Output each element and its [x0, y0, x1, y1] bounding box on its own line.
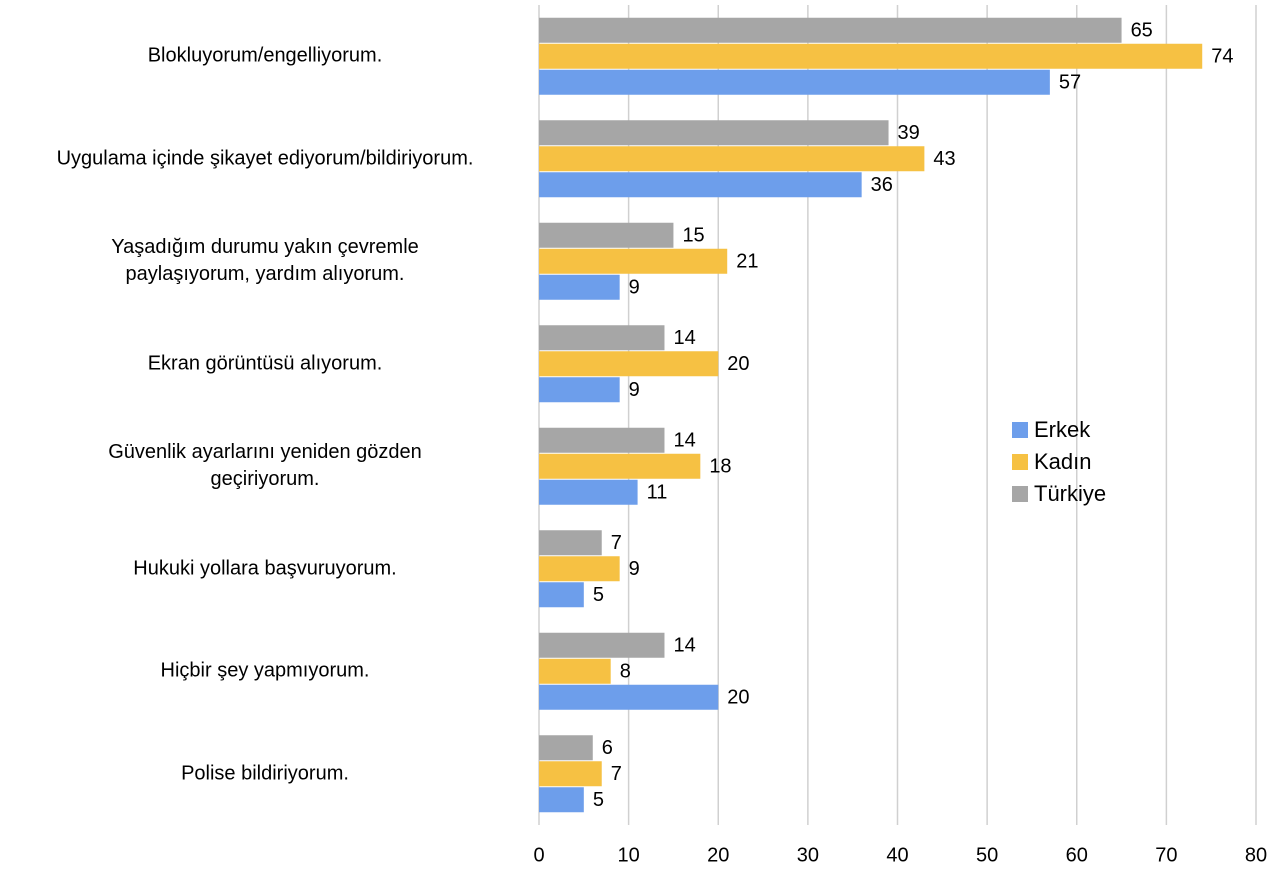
x-tick-label: 80: [1245, 844, 1267, 866]
x-tick-label: 0: [533, 844, 544, 866]
bar: [539, 248, 728, 274]
data-label: 7: [611, 763, 622, 785]
bar: [539, 325, 665, 351]
data-label: 20: [727, 353, 749, 375]
category-label: Hiçbir şey yapmıyorum.: [160, 659, 370, 682]
data-label: 15: [682, 225, 704, 247]
data-label: 5: [593, 789, 604, 811]
data-label: 14: [673, 327, 695, 349]
bar: [539, 684, 719, 710]
data-label: 14: [673, 635, 695, 657]
category-label: Hukuki yollara başvuruyorum.: [133, 557, 397, 580]
data-label: 20: [727, 687, 749, 709]
bar: [539, 427, 665, 453]
data-label: 36: [871, 174, 893, 196]
x-tick-label: 30: [797, 844, 819, 866]
bar: [539, 69, 1050, 95]
x-tick-label: 40: [886, 844, 908, 866]
bar: [539, 222, 674, 248]
bar: [539, 658, 611, 684]
data-label: 74: [1211, 46, 1233, 68]
legend-label: Türkiye: [1034, 481, 1106, 506]
x-tick-label: 60: [1066, 844, 1088, 866]
bar: [539, 17, 1122, 43]
data-label: 43: [933, 148, 955, 170]
legend-label: Erkek: [1034, 417, 1091, 442]
data-label: 18: [709, 456, 731, 478]
x-tick-label: 50: [976, 844, 998, 866]
bar: [539, 556, 620, 582]
category-label: Güvenlik ayarlarını yeniden gözden geçir…: [108, 441, 422, 491]
bar: [539, 146, 925, 172]
bar: [539, 479, 638, 505]
x-tick-label: 20: [707, 844, 729, 866]
data-label: 6: [602, 737, 613, 759]
bar: [539, 632, 665, 658]
legend-swatch: [1012, 486, 1028, 502]
data-label: 39: [898, 122, 920, 144]
data-label: 14: [673, 430, 695, 452]
bar: [539, 377, 620, 403]
bar: [539, 351, 719, 377]
x-tick-label: 10: [618, 844, 640, 866]
data-label: 9: [629, 558, 640, 580]
bar: [539, 120, 889, 146]
bar: [539, 274, 620, 300]
bar: [539, 735, 593, 761]
bar: [539, 453, 701, 479]
legend-swatch: [1012, 454, 1028, 470]
category-label: Ekran görüntüsü alıyorum.: [147, 352, 383, 375]
bar: [539, 530, 602, 556]
data-label: 5: [593, 584, 604, 606]
bar: [539, 761, 602, 787]
x-tick-label: 70: [1155, 844, 1177, 866]
data-label: 9: [629, 277, 640, 299]
bar: [539, 787, 584, 813]
bar: [539, 582, 584, 608]
bar: [539, 172, 862, 198]
data-label: 21: [736, 251, 758, 273]
data-label: 11: [647, 482, 668, 504]
data-label: 8: [620, 661, 631, 683]
category-label: Uygulama içinde şikayet ediyorum/bildiri…: [56, 147, 474, 170]
category-label: Polise bildiriyorum.: [181, 762, 349, 785]
data-label: 65: [1131, 20, 1153, 42]
legend-swatch: [1012, 422, 1028, 438]
data-label: 57: [1059, 72, 1081, 94]
category-label: Yaşadığım durumu yakın çevremle paylaşıy…: [111, 236, 419, 286]
category-label: Blokluyorum/engelliyorum.: [147, 44, 383, 67]
data-label: 7: [611, 532, 622, 554]
bar: [539, 43, 1203, 69]
legend-label: Kadın: [1034, 449, 1092, 474]
data-label: 9: [629, 379, 640, 401]
